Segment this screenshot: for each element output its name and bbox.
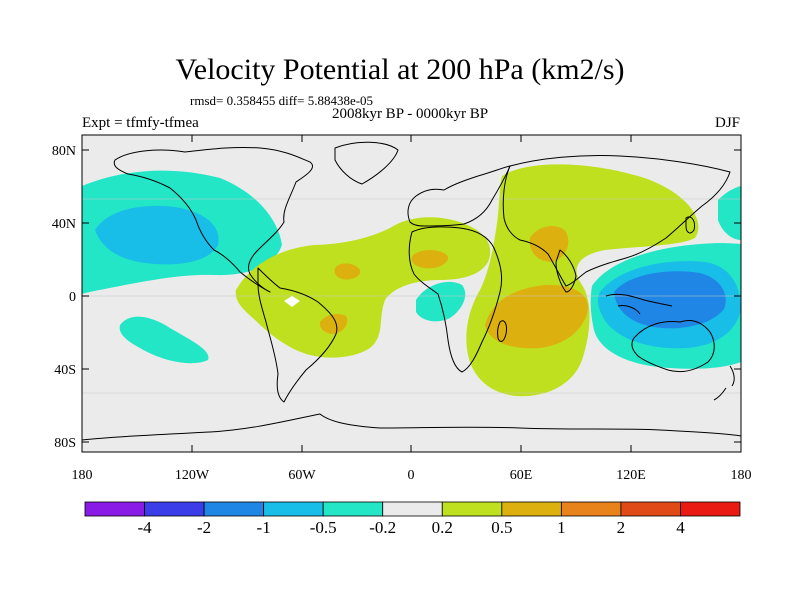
colorbar-swatch [84, 501, 145, 517]
coast-japan [685, 216, 695, 234]
lat-label-0: 0 [69, 290, 76, 305]
atlantic-orange [334, 263, 361, 280]
period-subtitle: 2008kyr BP - 0000kyr BP [331, 106, 489, 122]
samerica-orange [319, 314, 348, 334]
eastpacific-cyan [718, 186, 741, 240]
colorbar-swatch [263, 501, 324, 517]
lat-label-40n: 40N [52, 217, 76, 232]
colorbar-swatch [441, 501, 503, 517]
coast-australia [631, 319, 715, 373]
plot-title: Velocity Potential at 200 hPa (km2/s) [175, 53, 625, 86]
lon-label-60w: 60W [288, 468, 316, 483]
colorbar-swatch [501, 501, 562, 517]
colorbar-swatch [382, 501, 443, 517]
coast-asia [502, 154, 731, 287]
africa-north-orange [411, 250, 449, 269]
colorbar-label: 0.5 [491, 518, 513, 537]
colorbar-label: -4 [137, 518, 152, 537]
colorbar-swatch [144, 501, 205, 517]
colorbar-label: -1 [256, 518, 271, 537]
coast-new-zealand [713, 365, 735, 401]
indopacific-deepblue [614, 271, 726, 329]
colorbar-swatch [203, 501, 265, 517]
coast-greenland [334, 141, 399, 185]
pacific-south-cyan [119, 316, 209, 364]
lat-label-80n: 80N [52, 144, 76, 159]
colorbar-swatch [322, 501, 384, 517]
colorbar-swatch [680, 501, 741, 517]
colorbar-label: -2 [196, 518, 212, 537]
shaded-contours [82, 141, 741, 441]
colorbar-swatch [620, 501, 681, 517]
east-africa-orange [485, 284, 589, 349]
amazon-white-patch [284, 296, 300, 307]
colorbar [84, 501, 741, 517]
lon-label-120w: 120W [175, 468, 210, 483]
lon-label-120e: 120E [616, 468, 646, 483]
coast-south-america [257, 267, 338, 403]
colorbar-swatch [560, 501, 622, 517]
lon-tick-marks [191, 135, 632, 452]
colorbar-label: 1 [557, 518, 566, 537]
lon-label-0: 0 [408, 468, 415, 483]
lon-label-60e: 60E [510, 468, 533, 483]
coast-north-america [113, 146, 313, 293]
coast-africa [408, 226, 503, 373]
lat-label-80s: 80S [54, 436, 76, 451]
coast-indonesia [605, 293, 673, 315]
colorbar-label: 0.2 [431, 518, 453, 537]
experiment-label: Expt = tfmfy-tfmea [82, 115, 199, 131]
lon-label-180e: 180 [731, 468, 752, 483]
pacific-north-blue [95, 205, 219, 265]
coast-antarctica [82, 413, 741, 441]
coast-madagascar [497, 320, 507, 342]
lat-label-40s: 40S [54, 363, 76, 378]
coast-india [555, 249, 577, 293]
lat-tick-marks [82, 149, 741, 443]
stats-text: rmsd= 0.358455 diff= 5.88438e-05 [190, 93, 374, 108]
season-label: DJF [714, 115, 740, 131]
colorbar-label: -0.5 [309, 518, 337, 537]
colorbar-label: 2 [616, 518, 626, 537]
colorbar-label: -0.2 [369, 518, 397, 537]
lon-label-180w: 180 [72, 468, 93, 483]
coastlines [82, 141, 741, 441]
colorbar-label: 4 [676, 518, 685, 537]
